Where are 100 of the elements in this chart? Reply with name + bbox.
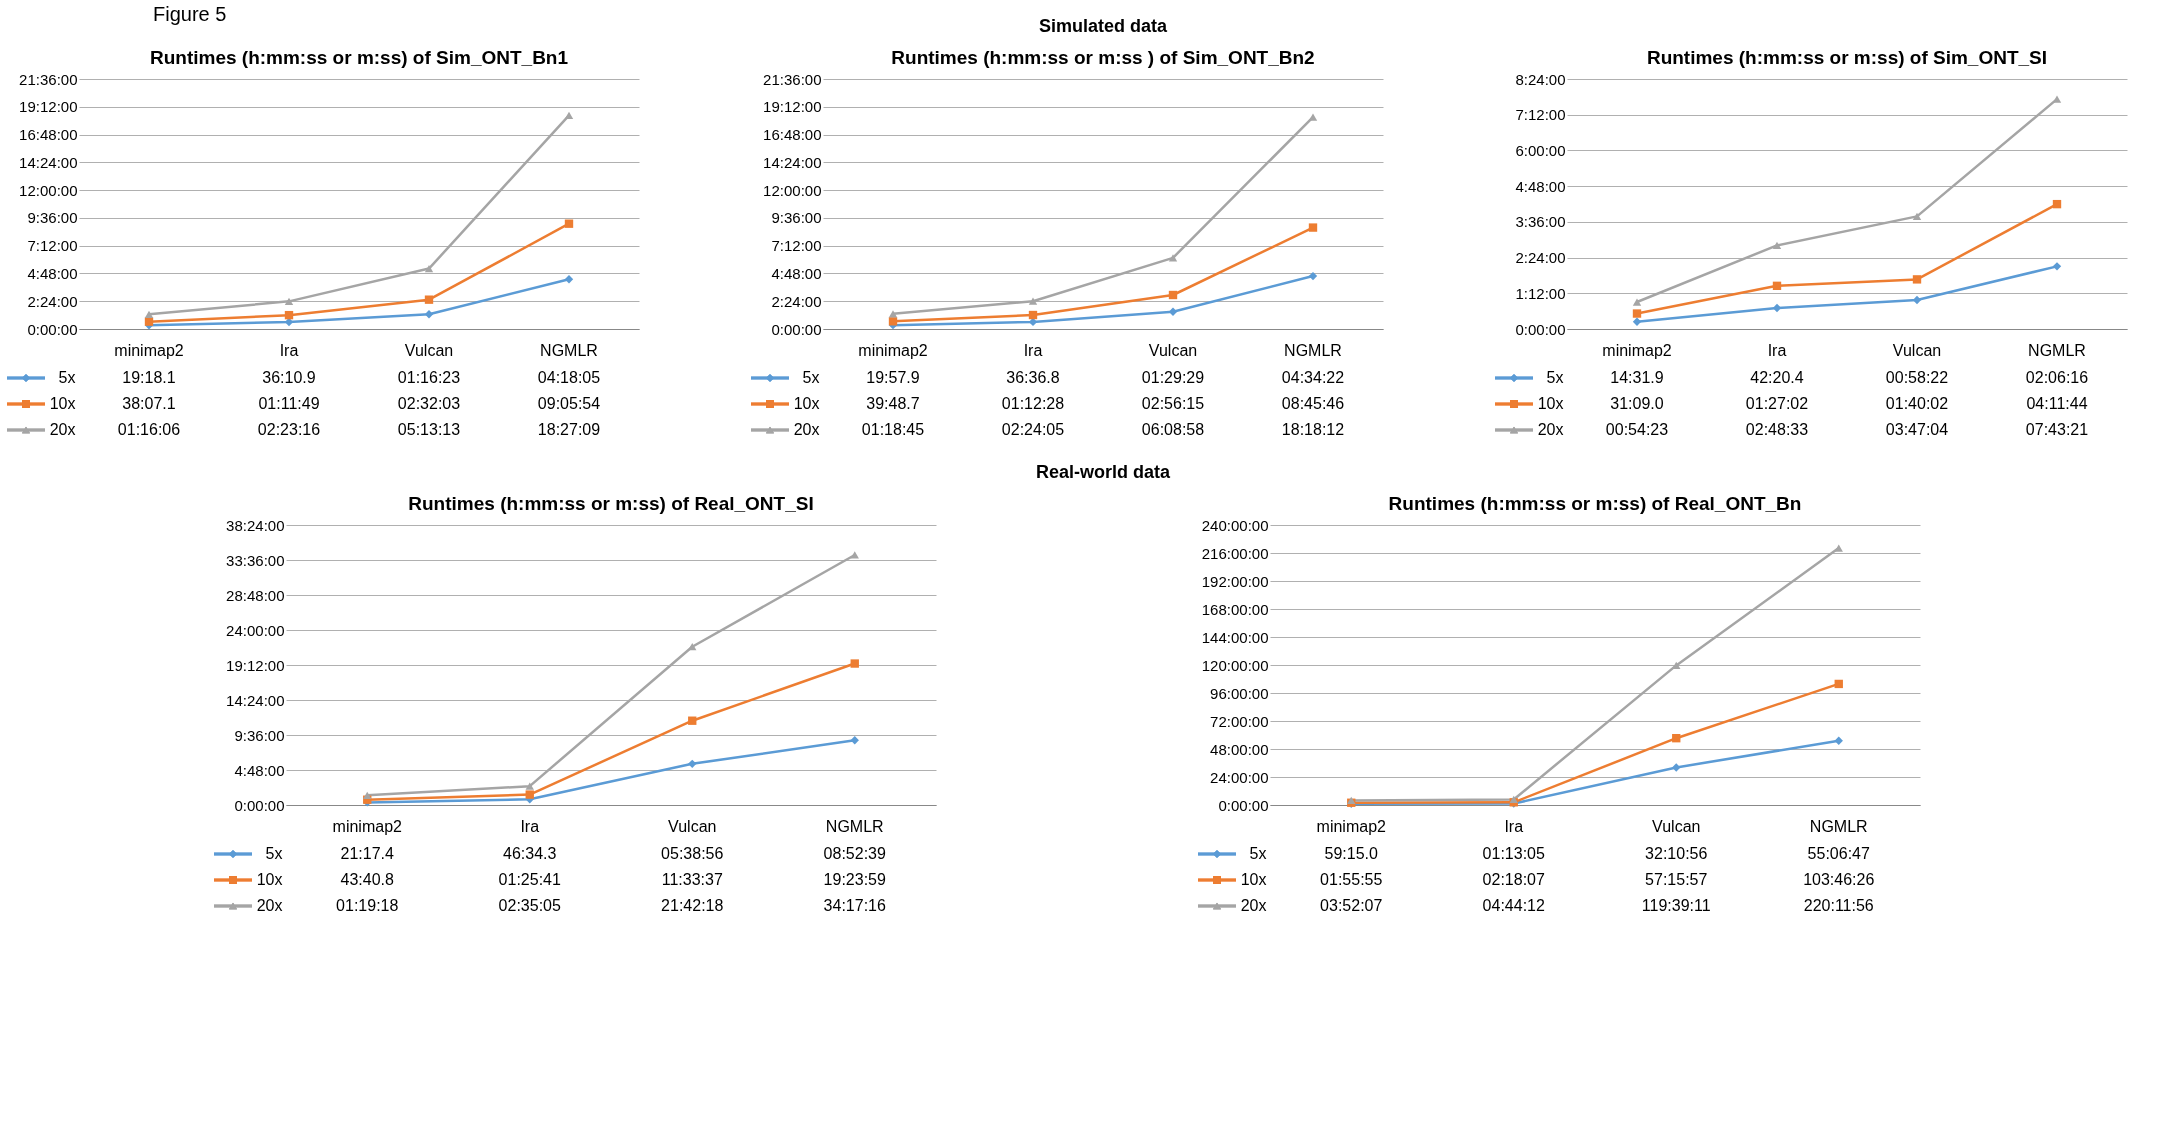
data-label: 42:20.4 (1750, 369, 1804, 386)
x-tick-label: NGMLR (825, 818, 884, 835)
point (1772, 241, 1782, 250)
y-tick-label: 4:48:00 (1515, 177, 1566, 195)
y-tick-label: 9:36:00 (234, 726, 285, 744)
legend-label: 5x (1546, 369, 1564, 386)
x-tick-label: Vulcan (404, 342, 454, 359)
y-tick-label: 72:00:00 (1210, 712, 1269, 730)
point (525, 790, 534, 799)
point (1912, 212, 1922, 220)
y-tick-label: 7:12:00 (771, 237, 822, 255)
data-label: 05:13:13 (397, 421, 461, 438)
y-tick-label: 9:36:00 (771, 209, 822, 227)
point (1672, 763, 1681, 772)
data-label: 21:42:18 (661, 897, 724, 914)
legend-label: 5x (1249, 845, 1267, 862)
y-tick-label: 120:00:00 (1201, 656, 1269, 674)
y-tick-label: 96:00:00 (1210, 684, 1269, 702)
legend-label: 20x (256, 897, 283, 914)
data-label: 01:29:29 (1141, 369, 1205, 386)
data-label: 03:52:07 (1320, 897, 1383, 914)
point (424, 295, 434, 304)
legend-label: 10x (49, 395, 76, 412)
y-tick-label: 21:36:00 (763, 70, 822, 88)
data-label: 02:18:07 (1482, 871, 1545, 888)
x-tick-label: Vulcan (1892, 342, 1942, 359)
y-tick-label: 16:48:00 (19, 126, 78, 144)
point (1912, 275, 1922, 284)
data-label: 01:25:41 (498, 871, 561, 888)
point (888, 317, 898, 326)
data-label: 59:15.0 (1324, 845, 1379, 862)
data-label: 04:44:12 (1482, 897, 1545, 914)
data-label: 01:55:55 (1320, 871, 1383, 888)
y-tick-label: 14:24:00 (226, 691, 285, 709)
x-tick-label: Vulcan (1652, 818, 1701, 835)
x-tick-label: Ira (1767, 342, 1787, 359)
y-tick-label: 2:24:00 (1515, 249, 1566, 267)
data-label: 46:34.3 (503, 845, 557, 862)
legend-label: 10x (793, 395, 820, 412)
x-tick-label: minimap2 (858, 342, 928, 359)
point (850, 659, 859, 668)
x-tick-label: minimap2 (1316, 818, 1387, 835)
point (1308, 223, 1318, 232)
data-label: 55:06:47 (1807, 845, 1870, 862)
x-tick-label: Ira (520, 818, 540, 835)
x-tick-label: Ira (1023, 342, 1043, 359)
y-tick-label: 14:24:00 (19, 153, 78, 171)
point (284, 310, 294, 320)
y-tick-label: 3:36:00 (1515, 213, 1566, 231)
x-tick-label: NGMLR (2028, 342, 2086, 359)
point (1028, 297, 1038, 305)
x-tick-label: NGMLR (1284, 342, 1342, 359)
y-tick-label: 0:00:00 (27, 320, 78, 338)
x-tick-label: Ira (1504, 818, 1524, 835)
data-label: 32:10:56 (1645, 845, 1708, 862)
data-label: 19:18.1 (122, 369, 176, 386)
data-label: 31:09.0 (1610, 395, 1664, 412)
data-label: 02:24:05 (1001, 421, 1065, 438)
legend-label: 20x (1240, 897, 1267, 914)
y-tick-label: 38:24:00 (226, 516, 285, 534)
point (2052, 199, 2062, 209)
x-tick-label: Ira (279, 342, 299, 359)
caption: Figure 5 (153, 3, 227, 25)
data-label: 220:11:56 (1803, 897, 1874, 914)
data-label: 01:27:02 (1745, 395, 1809, 412)
data-label: 01:16:06 (117, 421, 181, 438)
legend-label: 20x (49, 421, 76, 438)
y-tick-label: 12:00:00 (763, 181, 822, 199)
data-label: 18:18:12 (1281, 421, 1345, 438)
point (564, 275, 574, 284)
x-tick-label: Vulcan (668, 818, 717, 835)
y-tick-label: 24:00:00 (226, 621, 285, 639)
data-label: 02:23:16 (257, 421, 321, 438)
data-label: 09:05:54 (537, 395, 601, 412)
y-tick-label: 12:00:00 (19, 181, 78, 199)
point (850, 736, 859, 745)
y-tick-label: 0:00:00 (771, 320, 822, 338)
y-tick-label: 16:48:00 (763, 126, 822, 144)
data-label: 05:38:56 (661, 845, 724, 862)
data-label: 02:35:05 (498, 897, 561, 914)
point (1834, 679, 1843, 689)
data-label: 19:23:59 (823, 871, 886, 888)
data-label: 36:36.8 (1006, 369, 1060, 386)
data-label: 119:39:11 (1641, 897, 1711, 914)
y-tick-label: 19:12:00 (763, 98, 822, 116)
point (363, 791, 372, 799)
chart-title: Runtimes (h:mm:ss or m:ss) of Sim_ONT_SI (1646, 47, 2048, 68)
y-tick-label: 4:48:00 (27, 264, 78, 282)
data-label: 103:46:26 (1803, 871, 1875, 888)
data-label: 08:52:39 (823, 845, 886, 862)
legend-label: 10x (1537, 395, 1564, 412)
y-tick-label: 33:36:00 (226, 551, 285, 569)
x-tick-label: Vulcan (1148, 342, 1198, 359)
point (1772, 281, 1782, 291)
y-tick-label: 8:24:00 (1515, 70, 1566, 88)
y-tick-label: 0:00:00 (1515, 320, 1566, 338)
y-tick-label: 2:24:00 (771, 292, 822, 310)
point (2052, 262, 2062, 271)
data-label: 21:17.4 (340, 845, 395, 862)
point (688, 643, 697, 651)
